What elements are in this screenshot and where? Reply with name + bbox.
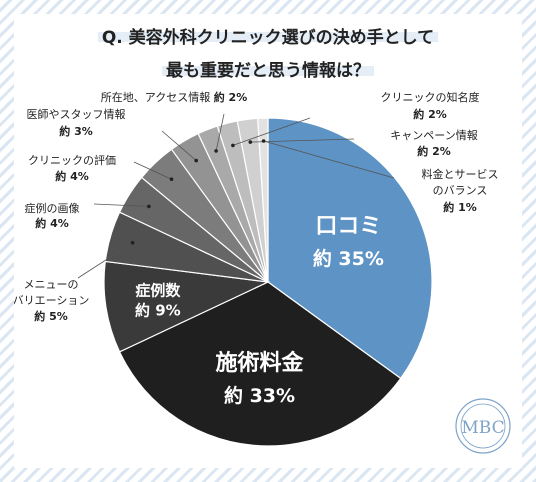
leader-line-5 xyxy=(133,161,172,180)
slice-name-label-10-0: 料金とサービス xyxy=(422,167,499,181)
leader-dot-3 xyxy=(130,240,135,245)
mbc-logo: MBC xyxy=(455,398,511,454)
slice-value-label-2: 約 9% xyxy=(135,301,181,319)
slice-value-label-0: 約 35% xyxy=(313,247,384,270)
slice-name-label-8-0: クリニックの知名度 xyxy=(381,90,480,104)
pie-slice-2 xyxy=(103,260,271,353)
slice-value-label-1: 約 33% xyxy=(224,384,295,407)
leader-line-3 xyxy=(77,242,133,279)
slice-name-label-9-0: キャンペーン情報 xyxy=(390,129,477,142)
leader-dot-7 xyxy=(214,149,218,153)
slice-name-label-6-0: 医師やスタッフ情報 xyxy=(27,108,126,121)
chart-card: Q. 美容外科クリニック選びの決め手として 最も重要だと思う情報は？ 口コミ約 … xyxy=(14,14,522,468)
logo-text: MBC xyxy=(461,418,504,438)
leader-dot-6 xyxy=(194,158,198,163)
leader-dot-9 xyxy=(248,140,253,144)
pie-slices xyxy=(103,117,433,447)
chart-title: Q. 美容外科クリニック選びの決め手として 最も重要だと思う情報は？ xyxy=(97,27,439,81)
title-line-2: 最も重要だと思う情報は？ xyxy=(166,60,370,81)
slice-value-label-9: 約 2% xyxy=(417,144,451,158)
leader-lines xyxy=(77,113,395,279)
leader-dot-8 xyxy=(231,143,235,148)
slice-name-label-0: 口コミ xyxy=(315,214,381,239)
logo-inner-ring xyxy=(460,403,506,449)
slice-name-label-10-1: のバランス xyxy=(433,184,488,197)
slice-value-label-10: 約 1% xyxy=(443,200,477,214)
pie-chart: Q. 美容外科クリニック選びの決め手として 最も重要だと思う情報は？ 口コミ約 … xyxy=(14,27,511,454)
leader-dot-5 xyxy=(169,177,174,181)
slice-value-label-4: 約 4% xyxy=(35,216,69,230)
leader-dot-10 xyxy=(261,139,266,143)
title-line-1: Q. 美容外科クリニック選びの決め手として xyxy=(102,27,434,48)
slice-value-label-5: 約 4% xyxy=(55,169,89,183)
slice-name-label-5-0: クリニックの評価 xyxy=(28,153,116,167)
leader-line-8 xyxy=(232,117,311,146)
slice-name-label-2: 症例数 xyxy=(135,281,181,299)
leader-line-6 xyxy=(161,130,197,161)
leader-line-7 xyxy=(215,113,225,151)
slice-name-label-3-1: バリエーション xyxy=(14,294,89,307)
title-highlight-1 xyxy=(97,32,439,42)
slice-value-label-6: 約 3% xyxy=(59,124,93,138)
title-highlight-2 xyxy=(162,66,374,76)
leader-dot-4 xyxy=(147,204,151,209)
slice-value-label-7: 約 2% xyxy=(214,90,248,104)
slice-name-label-4-0: 症例の画像 xyxy=(25,201,80,215)
slice-name-label-1: 施術料金 xyxy=(216,350,305,376)
pie-slice-0 xyxy=(267,117,433,380)
pie-slice-10 xyxy=(257,117,269,283)
leader-line-10 xyxy=(263,140,395,179)
slice-label-7: 所在地、アクセス情報 約 2% xyxy=(101,90,247,104)
slice-name-label-3-0: メニューの xyxy=(24,278,79,291)
slice-value-label-3: 約 5% xyxy=(34,309,68,323)
slice-value-label-8: 約 2% xyxy=(413,107,447,121)
leader-line-4 xyxy=(93,203,149,207)
logo-outer-ring xyxy=(455,398,511,454)
pie-slice-1 xyxy=(118,281,402,447)
slice-name-label-7: 所在地、アクセス情報 xyxy=(101,91,214,104)
leader-line-9 xyxy=(250,138,355,143)
